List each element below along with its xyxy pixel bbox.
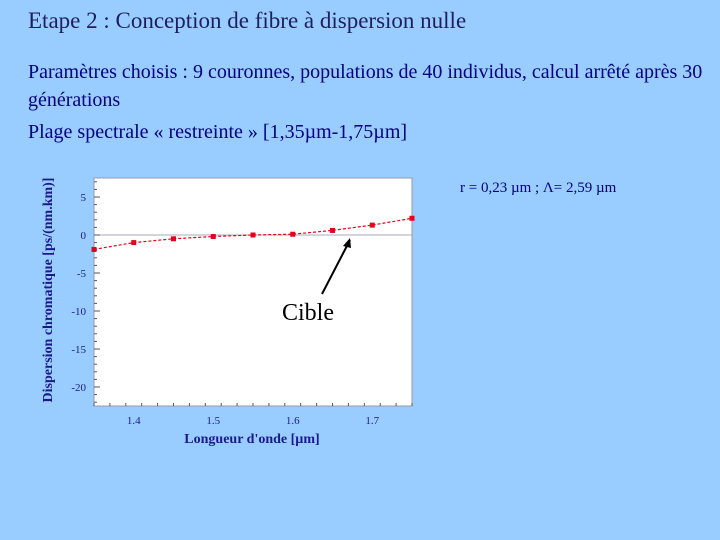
callout-arrow xyxy=(321,239,351,295)
x-axis-label: Longueur d'onde [µm] xyxy=(184,432,319,447)
x-tick-label: 1.7 xyxy=(365,415,379,427)
x-tick-label: 1.6 xyxy=(286,415,300,427)
spectral-range-text: Plage spectrale « restreinte » [1,35µm-1… xyxy=(28,121,408,143)
y-tick-label: -5 xyxy=(77,268,87,280)
y-tick-label: 5 xyxy=(81,192,87,204)
y-axis-label: Dispersion chromatique [ps/(nm.km)] xyxy=(41,178,56,403)
x-tick-label: 1.4 xyxy=(127,415,141,427)
target-callout-label: Cible xyxy=(282,300,334,326)
series-line xyxy=(93,217,413,250)
data-point xyxy=(171,236,176,242)
data-point xyxy=(330,227,335,233)
slide-title: Etape 2 : Conception de fibre à dispersi… xyxy=(28,8,467,33)
parameters-text: Paramètres choisis : 9 couronnes, popula… xyxy=(28,61,703,111)
data-point xyxy=(290,231,296,237)
data-point xyxy=(409,215,415,221)
fiber-parameters-note: r = 0,23 µm ; Λ= 2,59 µm xyxy=(460,180,617,196)
data-point xyxy=(91,246,97,252)
data-point xyxy=(210,234,216,240)
data-point xyxy=(369,222,375,228)
y-tick-label: -10 xyxy=(71,306,86,318)
y-tick-label: -20 xyxy=(71,382,86,394)
y-tick-label: 0 xyxy=(81,230,87,242)
callout-arrowhead xyxy=(343,238,351,248)
y-tick-label: -15 xyxy=(71,344,86,356)
x-tick-label: 1.5 xyxy=(206,415,220,427)
plot-area xyxy=(93,177,413,407)
data-point xyxy=(131,240,137,246)
data-point xyxy=(250,232,256,238)
